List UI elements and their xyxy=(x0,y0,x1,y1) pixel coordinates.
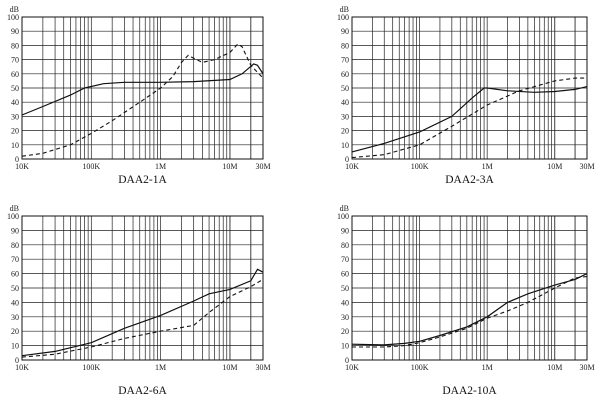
y-tick-label: 0 xyxy=(15,155,19,164)
y-tick-label: 40 xyxy=(341,298,349,307)
x-tick-label: 1M xyxy=(482,363,493,372)
y-tick-label: 60 xyxy=(11,70,19,79)
y-tick-label: 0 xyxy=(345,155,349,164)
y-tick-label: 100 xyxy=(7,212,19,221)
y-axis-unit: dB xyxy=(10,5,19,14)
x-tick-label: 100K xyxy=(82,162,100,171)
y-tick-label: 20 xyxy=(11,127,19,136)
y-tick-label: 40 xyxy=(11,298,19,307)
y-tick-label: 70 xyxy=(341,56,349,65)
y-tick-label: 100 xyxy=(337,212,349,221)
y-tick-label: 40 xyxy=(341,98,349,107)
x-tick-label: 10K xyxy=(345,162,359,171)
y-tick-label: 20 xyxy=(341,327,349,336)
y-tick-label: 50 xyxy=(11,284,19,293)
x-tick-label: 30M xyxy=(579,363,594,372)
y-tick-label: 90 xyxy=(11,226,19,235)
x-tick-label: 10K xyxy=(15,162,29,171)
series-line-dashed xyxy=(21,278,264,358)
y-tick-label: 70 xyxy=(341,255,349,264)
x-tick-label: 1M xyxy=(482,162,493,171)
y-tick-label: 60 xyxy=(11,270,19,279)
y-tick-label: 80 xyxy=(341,241,349,250)
y-tick-label: 70 xyxy=(11,255,19,264)
y-tick-label: 50 xyxy=(341,84,349,93)
y-tick-label: 50 xyxy=(11,84,19,93)
x-tick-label: 30M xyxy=(255,363,270,372)
x-tick-label: 10K xyxy=(15,363,29,372)
chart-title: DAA2-10A xyxy=(442,385,497,397)
chart-title: DAA2-3A xyxy=(445,174,494,186)
y-tick-label: 10 xyxy=(341,141,349,150)
series-line-solid xyxy=(351,86,588,153)
y-tick-label: 70 xyxy=(11,56,19,65)
x-tick-label: 100K xyxy=(411,363,429,372)
y-tick-label: 30 xyxy=(341,112,349,121)
x-tick-label: 10M xyxy=(222,363,237,372)
x-tick-label: 10M xyxy=(547,162,562,171)
y-axis-unit: dB xyxy=(340,5,349,14)
y-tick-label: 60 xyxy=(341,270,349,279)
x-tick-label: 10M xyxy=(222,162,237,171)
y-tick-label: 0 xyxy=(15,356,19,365)
y-tick-label: 100 xyxy=(337,13,349,22)
y-tick-label: 80 xyxy=(11,41,19,50)
plot-frame xyxy=(21,215,264,361)
plot-frame xyxy=(21,16,264,160)
y-tick-label: 40 xyxy=(11,98,19,107)
y-tick-label: 10 xyxy=(11,141,19,150)
series-line-solid xyxy=(21,63,264,116)
y-tick-label: 30 xyxy=(11,313,19,322)
x-tick-label: 10K xyxy=(345,363,359,372)
y-tick-label: 90 xyxy=(341,226,349,235)
y-tick-label: 10 xyxy=(341,342,349,351)
y-tick-label: 20 xyxy=(11,327,19,336)
series-line-dashed xyxy=(351,77,587,159)
series-line-solid xyxy=(21,268,264,357)
y-tick-label: 60 xyxy=(341,70,349,79)
x-tick-label: 100K xyxy=(82,363,100,372)
chart-title: DAA2-1A xyxy=(118,174,167,186)
y-tick-label: 30 xyxy=(11,112,19,121)
y-tick-label: 30 xyxy=(341,313,349,322)
y-tick-label: 20 xyxy=(341,127,349,136)
x-tick-label: 1M xyxy=(155,162,166,171)
x-tick-label: 30M xyxy=(579,162,594,171)
x-tick-label: 100K xyxy=(411,162,429,171)
y-tick-label: 90 xyxy=(341,27,349,36)
x-tick-label: 1M xyxy=(155,363,166,372)
y-axis-unit: dB xyxy=(10,204,19,213)
x-tick-label: 30M xyxy=(255,162,270,171)
plot-frame xyxy=(351,215,588,361)
y-tick-label: 80 xyxy=(341,41,349,50)
series-line-dashed xyxy=(352,275,588,348)
plot-frame xyxy=(351,16,588,160)
y-tick-label: 0 xyxy=(345,356,349,365)
x-tick-label: 10M xyxy=(547,363,562,372)
series-line-solid xyxy=(351,273,588,346)
y-axis-unit: dB xyxy=(340,204,349,213)
y-tick-label: 10 xyxy=(11,342,19,351)
y-tick-label: 80 xyxy=(11,241,19,250)
y-tick-label: 90 xyxy=(11,27,19,36)
y-tick-label: 100 xyxy=(7,13,19,22)
chart-title: DAA2-6A xyxy=(118,385,167,397)
y-tick-label: 50 xyxy=(341,284,349,293)
